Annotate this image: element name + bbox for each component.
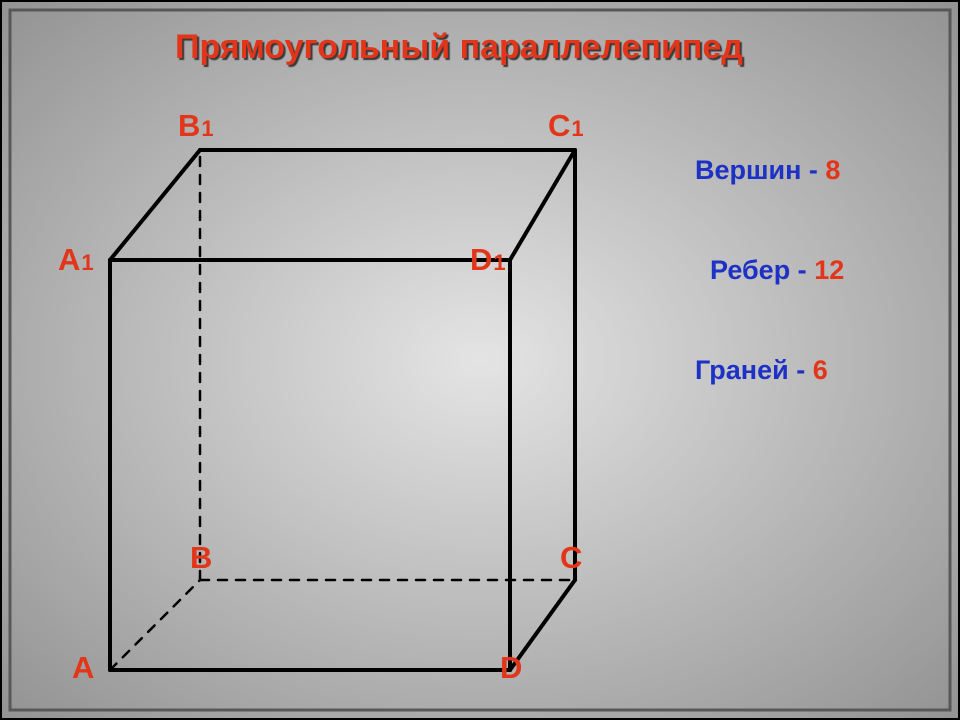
vertex-label-letter: A	[58, 242, 80, 277]
property-key: Граней -	[695, 355, 813, 385]
vertex-label-subscript: 1	[81, 250, 93, 275]
property-value: 6	[813, 355, 828, 385]
vertex-label-letter: B	[190, 540, 212, 575]
vertex-label: C1	[548, 108, 584, 144]
vertex-label-subscript: 1	[571, 116, 583, 141]
vertex-label-letter: D	[500, 650, 522, 685]
vertex-label: A	[72, 650, 94, 686]
vertex-label-subscript: 1	[201, 116, 213, 141]
property-key: Ребер -	[710, 255, 814, 285]
vertex-label: B	[190, 540, 212, 576]
property-value: 8	[825, 155, 840, 185]
vertex-label: C	[560, 540, 582, 576]
property-value: 12	[814, 255, 844, 285]
vertex-label-letter: D	[470, 242, 492, 277]
vertex-label-letter: A	[72, 650, 94, 685]
vertex-label-letter: B	[178, 108, 200, 143]
vertex-label: D1	[470, 242, 506, 278]
property-row: Ребер - 12	[710, 255, 844, 286]
vertex-label-subscript: 1	[493, 250, 505, 275]
vertex-label: B1	[178, 108, 214, 144]
vertex-label: D	[500, 650, 522, 686]
vertex-label-letter: C	[560, 540, 582, 575]
vertex-label: A1	[58, 242, 94, 278]
vertex-label-letter: C	[548, 108, 570, 143]
property-key: Вершин -	[695, 155, 825, 185]
property-row: Вершин - 8	[695, 155, 840, 186]
diagram-title: Прямоугольный параллелепипед	[175, 28, 743, 67]
property-row: Граней - 6	[695, 355, 828, 386]
